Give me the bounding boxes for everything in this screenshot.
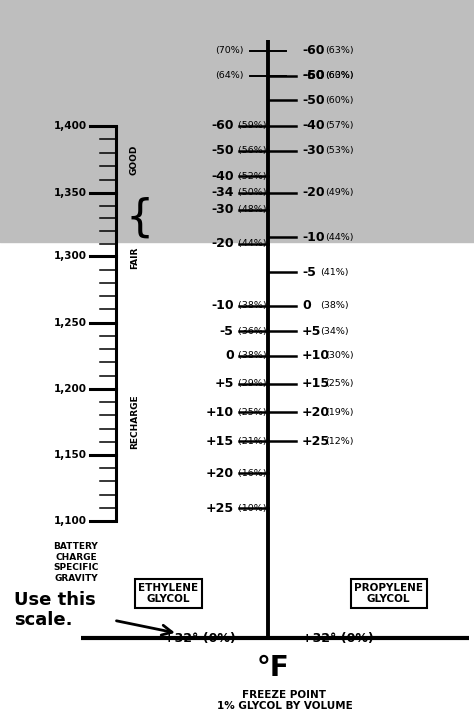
Text: -60: -60 [302, 69, 324, 82]
Text: +20: +20 [206, 467, 234, 480]
Text: -60: -60 [302, 44, 324, 58]
Text: RECHARGE: RECHARGE [130, 395, 138, 449]
Text: (38%): (38%) [235, 352, 266, 360]
Text: (25%): (25%) [325, 379, 353, 388]
Text: {: { [126, 197, 154, 240]
Text: 1,250: 1,250 [54, 317, 87, 328]
Text: (10%): (10%) [235, 504, 266, 513]
Text: +25: +25 [206, 502, 234, 515]
Text: (63%): (63%) [325, 47, 353, 55]
Text: (38%): (38%) [235, 301, 266, 310]
Text: BATTERY
CHARGE
SPECIFIC
GRAVITY: BATTERY CHARGE SPECIFIC GRAVITY [53, 542, 99, 582]
Text: +32° (0%): +32° (0%) [164, 632, 236, 645]
Text: (38%): (38%) [320, 301, 348, 310]
Text: (30%): (30%) [325, 352, 353, 360]
Text: -40: -40 [302, 119, 325, 132]
Text: (52%): (52%) [235, 172, 266, 181]
Text: PROPYLENE
GLYCOL: PROPYLENE GLYCOL [354, 582, 423, 604]
Text: (19%): (19%) [325, 408, 353, 416]
Text: (36%): (36%) [235, 327, 266, 336]
Text: (16%): (16%) [235, 469, 266, 478]
Text: -5: -5 [220, 325, 234, 338]
Text: (44%): (44%) [325, 233, 353, 242]
Text: (48%): (48%) [235, 205, 266, 214]
Text: 1,100: 1,100 [54, 516, 87, 526]
Text: (63%): (63%) [325, 71, 353, 80]
Text: 1,300: 1,300 [54, 251, 87, 261]
Text: 1,400: 1,400 [54, 121, 87, 131]
Text: (60%): (60%) [325, 71, 353, 80]
Text: -20: -20 [211, 237, 234, 250]
Text: (56%): (56%) [235, 146, 266, 155]
Text: (50%): (50%) [235, 189, 266, 197]
Text: ETHYLENE
GLYCOL: ETHYLENE GLYCOL [138, 582, 198, 604]
Text: -50: -50 [302, 69, 325, 82]
Text: -50: -50 [302, 94, 325, 107]
Text: -30: -30 [211, 203, 234, 216]
Text: -30: -30 [302, 144, 324, 157]
Text: +10: +10 [206, 405, 234, 419]
Text: (59%): (59%) [235, 122, 266, 130]
Text: °F: °F [256, 654, 289, 681]
Text: (49%): (49%) [325, 189, 353, 197]
Text: (41%): (41%) [320, 268, 348, 277]
Text: +20: +20 [302, 405, 330, 419]
Text: +15: +15 [302, 377, 330, 390]
Text: -10: -10 [302, 231, 325, 244]
Text: (70%): (70%) [216, 47, 244, 55]
Text: +15: +15 [206, 435, 234, 448]
Text: (60%): (60%) [325, 96, 353, 105]
Text: (53%): (53%) [325, 146, 353, 155]
Text: -10: -10 [211, 299, 234, 312]
Text: FREEZE POINT
1% GLYCOL BY VOLUME: FREEZE POINT 1% GLYCOL BY VOLUME [217, 689, 352, 711]
Text: Use this
scale.: Use this scale. [14, 590, 96, 630]
Text: (34%): (34%) [320, 327, 348, 336]
Text: (64%): (64%) [216, 71, 244, 80]
Text: (57%): (57%) [325, 122, 353, 130]
Text: 1,200: 1,200 [54, 384, 87, 394]
Text: +5: +5 [214, 377, 234, 390]
Text: 1,150: 1,150 [54, 450, 87, 460]
Text: GOOD: GOOD [130, 144, 138, 175]
Text: +5: +5 [302, 325, 321, 338]
Text: (25%): (25%) [235, 408, 266, 416]
Text: 1,350: 1,350 [54, 188, 87, 198]
Text: (12%): (12%) [325, 437, 353, 446]
Text: -20: -20 [302, 186, 325, 199]
Text: +32° (0%): +32° (0%) [302, 632, 374, 645]
Text: (29%): (29%) [235, 379, 266, 388]
Text: -60: -60 [211, 119, 234, 132]
Text: +25: +25 [302, 435, 330, 448]
Text: -5: -5 [302, 266, 316, 279]
Text: 0: 0 [225, 349, 234, 363]
Text: -50: -50 [211, 144, 234, 157]
Text: 0: 0 [302, 299, 310, 312]
Text: (44%): (44%) [235, 240, 266, 248]
Text: +10: +10 [302, 349, 330, 363]
Text: -34: -34 [211, 186, 234, 199]
Text: -40: -40 [211, 170, 234, 183]
Text: FAIR: FAIR [130, 247, 138, 269]
Text: (21%): (21%) [235, 437, 266, 446]
